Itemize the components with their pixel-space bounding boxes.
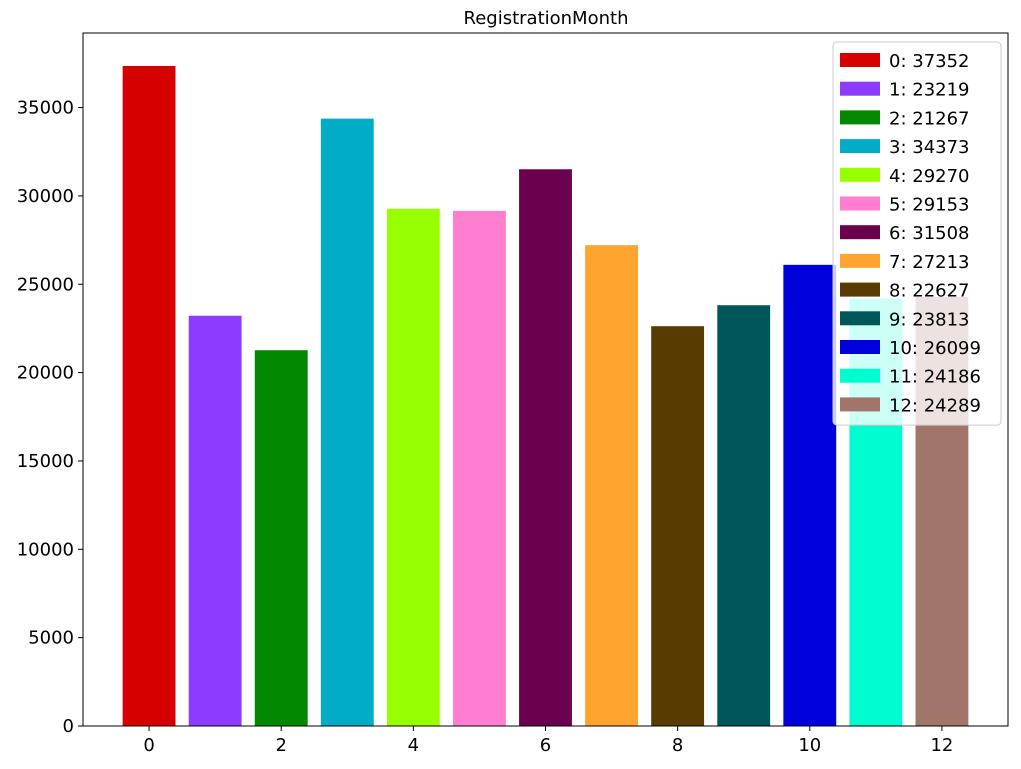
- y-axis: 0 5000 10000 15000 20000 25000 30000 35000: [17, 98, 83, 737]
- legend-box: [832, 41, 1002, 426]
- legend-swatch: [840, 139, 880, 154]
- legend-swatch: [840, 253, 880, 268]
- legend-label: 5: 29153: [889, 195, 970, 216]
- y-tick-label: 15000: [17, 451, 74, 472]
- bar-7: [585, 245, 638, 726]
- legend-swatch: [840, 110, 880, 125]
- legend-swatch: [840, 397, 880, 412]
- x-tick-label: 4: [408, 735, 419, 756]
- legend-label: 10: 26099: [889, 338, 981, 359]
- bars-group: [122, 66, 969, 727]
- x-axis: 0 2 4 6 8 10 12: [143, 726, 953, 756]
- legend-swatch: [840, 311, 880, 326]
- legend-label: 1: 23219: [889, 80, 970, 101]
- y-tick-label: 30000: [17, 186, 74, 207]
- bar-2: [254, 350, 308, 726]
- bar-1: [188, 315, 242, 726]
- legend-label: 7: 27213: [889, 252, 970, 273]
- legend-swatch: [840, 225, 880, 240]
- y-tick-label: 20000: [17, 363, 74, 384]
- bar-0: [122, 66, 176, 727]
- x-tick-label: 2: [275, 735, 286, 756]
- x-tick-label: 10: [798, 735, 821, 756]
- y-tick-label: 0: [63, 716, 74, 737]
- bar-6: [519, 169, 572, 726]
- bar-3: [320, 118, 374, 726]
- legend-label: 11: 24186: [889, 367, 981, 388]
- x-tick-label: 0: [143, 735, 154, 756]
- legend-swatch: [840, 196, 880, 211]
- x-tick-label: 6: [540, 735, 551, 756]
- bar-4: [386, 208, 440, 727]
- legend: 0: 37352 1: 23219 2: 21267 3: 34373 4: 29270…: [832, 41, 1002, 426]
- x-tick-label: 8: [672, 735, 683, 756]
- bar-5: [453, 210, 506, 727]
- legend-swatch: [840, 167, 880, 182]
- legend-label: 8: 22627: [889, 281, 970, 302]
- legend-label: 6: 31508: [889, 223, 970, 244]
- legend-label: 2: 21267: [889, 108, 970, 129]
- legend-swatch: [840, 368, 880, 383]
- legend-label: 0: 37352: [889, 51, 970, 72]
- y-tick-label: 35000: [17, 98, 74, 119]
- chart-title: RegistrationMonth: [464, 8, 629, 29]
- y-tick-label: 5000: [28, 628, 74, 649]
- legend-label: 12: 24289: [889, 395, 981, 416]
- x-tick-label: 12: [930, 735, 953, 756]
- legend-label: 9: 23813: [889, 309, 970, 330]
- legend-label: 3: 34373: [889, 137, 970, 158]
- legend-swatch: [840, 81, 880, 96]
- legend-swatch: [840, 340, 880, 354]
- bar-8: [651, 326, 705, 726]
- y-tick-label: 10000: [17, 539, 74, 560]
- legend-swatch: [840, 53, 880, 67]
- y-tick-label: 25000: [17, 274, 74, 295]
- legend-swatch: [840, 282, 880, 297]
- bar-9: [717, 305, 771, 726]
- bar-10: [783, 264, 837, 726]
- legend-label: 4: 29270: [889, 166, 970, 187]
